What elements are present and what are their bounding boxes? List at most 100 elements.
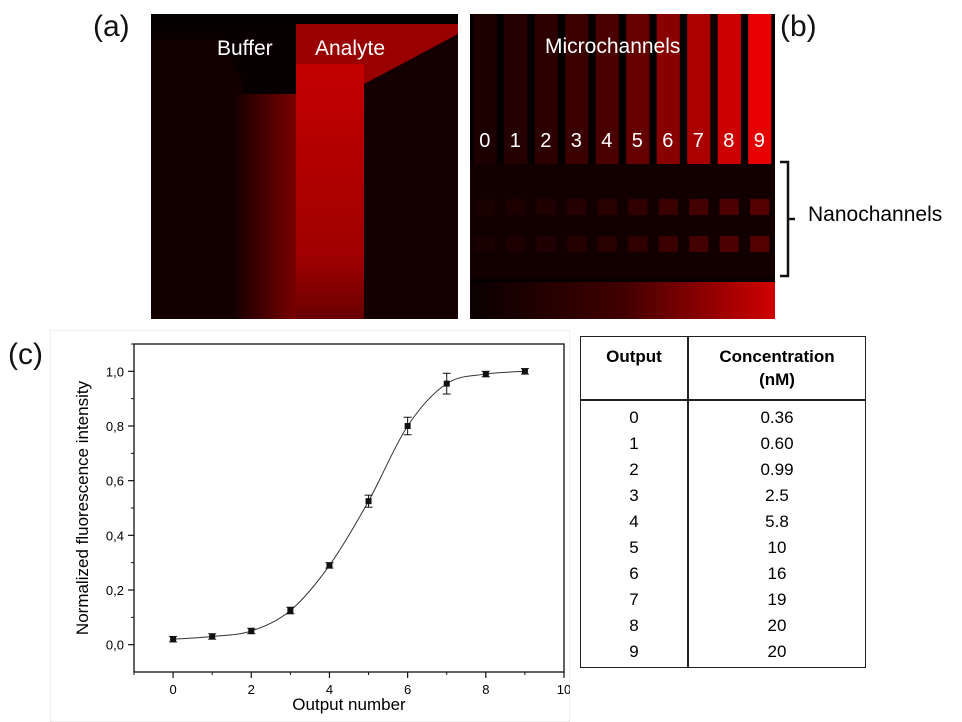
- microchannel-0: [473, 14, 497, 164]
- panel-label-a: (a): [93, 10, 130, 43]
- output-label-8: 8: [723, 130, 735, 152]
- concentration-table: Output Concentration (nM) 0 0.36 1 0.60 2 0.9…: [580, 336, 866, 668]
- table-cell-concentration: 0.99: [760, 460, 794, 479]
- output-label-7: 7: [692, 130, 704, 152]
- nanochannel-segment: [567, 199, 587, 215]
- y-axis-label: Normalized fluorescence intensity: [73, 380, 92, 635]
- table-cell-concentration: 19: [767, 590, 787, 609]
- output-label-4: 4: [601, 130, 613, 152]
- table-cell-output: 9: [629, 642, 639, 661]
- panel-label-c: (c): [8, 338, 43, 371]
- x-tick-label: 0: [169, 682, 176, 697]
- nanochannel-segment: [506, 236, 526, 252]
- output-label-5: 5: [631, 130, 643, 152]
- table-header-concentration: Concentration (nM): [719, 347, 835, 389]
- output-label-0: 0: [479, 130, 491, 152]
- output-label-6: 6: [662, 130, 674, 152]
- output-label-1: 1: [509, 130, 521, 152]
- table-cell-output: 7: [629, 590, 639, 609]
- table-cell-output: 4: [629, 512, 639, 531]
- nanochannel-segment: [658, 199, 678, 215]
- nanochannel-segment: [628, 199, 648, 215]
- microchannel-2: [534, 14, 558, 164]
- data-point: [443, 380, 450, 387]
- table-cell-output: 1: [629, 434, 639, 453]
- data-point: [404, 423, 411, 429]
- nanochannel-segment: [597, 199, 617, 215]
- table-cell-concentration: 20: [767, 616, 787, 635]
- microchannel-6: [656, 14, 680, 164]
- nanochannel-segment: [750, 199, 770, 215]
- microchannel-9: [748, 14, 772, 164]
- table-divider-horizontal: [581, 399, 865, 401]
- microchannel-4: [595, 14, 619, 164]
- nanochannels-bracket: [780, 160, 795, 278]
- nanochannel-segment: [658, 236, 678, 252]
- microchannels-label: Microchannels: [545, 35, 681, 58]
- analyte-label: Analyte: [315, 37, 386, 60]
- series-line: [173, 370, 525, 640]
- micrograph-a-drawing: [151, 14, 458, 319]
- nanochannel-segment: [597, 236, 617, 252]
- micrograph-b-drawing: [470, 14, 775, 319]
- x-tick-label: 6: [404, 682, 411, 697]
- table-cell-concentration: 20: [767, 642, 787, 661]
- table-cell-output: 6: [629, 564, 639, 583]
- table-cell-output: 2: [629, 460, 639, 479]
- microchannel-8: [717, 14, 741, 164]
- y-tick-label: 0,2: [106, 583, 124, 598]
- nanochannel-segment: [719, 236, 739, 252]
- table-cell-concentration: 16: [767, 564, 787, 583]
- microchannel-5: [626, 14, 650, 164]
- x-tick-label: 2: [248, 682, 255, 697]
- y-tick-label: 0,4: [106, 528, 124, 543]
- data-point: [287, 607, 294, 614]
- table-divider-vertical: [687, 337, 689, 667]
- table-cell-output: 3: [629, 486, 639, 505]
- buffer-label: Buffer: [217, 37, 273, 60]
- y-tick-label: 0,0: [106, 638, 124, 653]
- nanochannel-segment: [506, 199, 526, 215]
- nanochannel-segment: [689, 199, 709, 215]
- table-header-output: Output: [606, 347, 662, 366]
- table-cell-output: 5: [629, 538, 639, 557]
- data-point: [248, 628, 255, 634]
- data-point: [365, 498, 372, 505]
- data-point: [170, 636, 177, 643]
- nanochannel-segment: [536, 236, 556, 252]
- y-tick-label: 1,0: [106, 364, 124, 379]
- nanochannel-segment: [536, 199, 556, 215]
- intensity-chart: 0 2 4 6 8 100,00,20,40,60,81,0 Output number …: [50, 330, 570, 722]
- table-cell-concentration: 10: [767, 538, 787, 557]
- data-point: [326, 562, 333, 569]
- microchannel-1: [504, 14, 528, 164]
- data-point: [209, 633, 216, 640]
- x-tick-label: 4: [326, 682, 333, 697]
- panel-label-b: (b): [780, 10, 817, 43]
- x-tick-label: 10: [557, 682, 570, 697]
- y-tick-label: 0,8: [106, 419, 124, 434]
- micrograph-a: Buffer Analyte: [151, 14, 458, 319]
- microchannel-3: [565, 14, 589, 164]
- nanochannels-label: Nanochannels: [808, 203, 943, 226]
- output-label-3: 3: [570, 130, 582, 152]
- microchannel-7: [687, 14, 711, 164]
- y-tick-label: 0,6: [106, 474, 124, 489]
- data-point: [521, 368, 528, 375]
- table-cell-concentration: 5.8: [765, 512, 789, 531]
- nanochannel-segment: [689, 236, 709, 252]
- nanochannel-segment: [628, 236, 648, 252]
- x-axis-label: Output number: [292, 695, 406, 714]
- table-cell-concentration: 0.60: [760, 434, 794, 453]
- nanochannel-segment: [719, 199, 739, 215]
- nanochannel-segment: [475, 236, 495, 252]
- nanochannel-segment: [750, 236, 770, 252]
- nanochannel-segment: [567, 236, 587, 252]
- output-label-9: 9: [753, 130, 765, 152]
- table-cell-concentration: 2.5: [765, 486, 789, 505]
- table-cell-output: 0: [629, 408, 639, 427]
- table-cell-concentration: 0.36: [760, 408, 794, 427]
- nanochannel-segment: [475, 199, 495, 215]
- table-cell-output: 8: [629, 616, 639, 635]
